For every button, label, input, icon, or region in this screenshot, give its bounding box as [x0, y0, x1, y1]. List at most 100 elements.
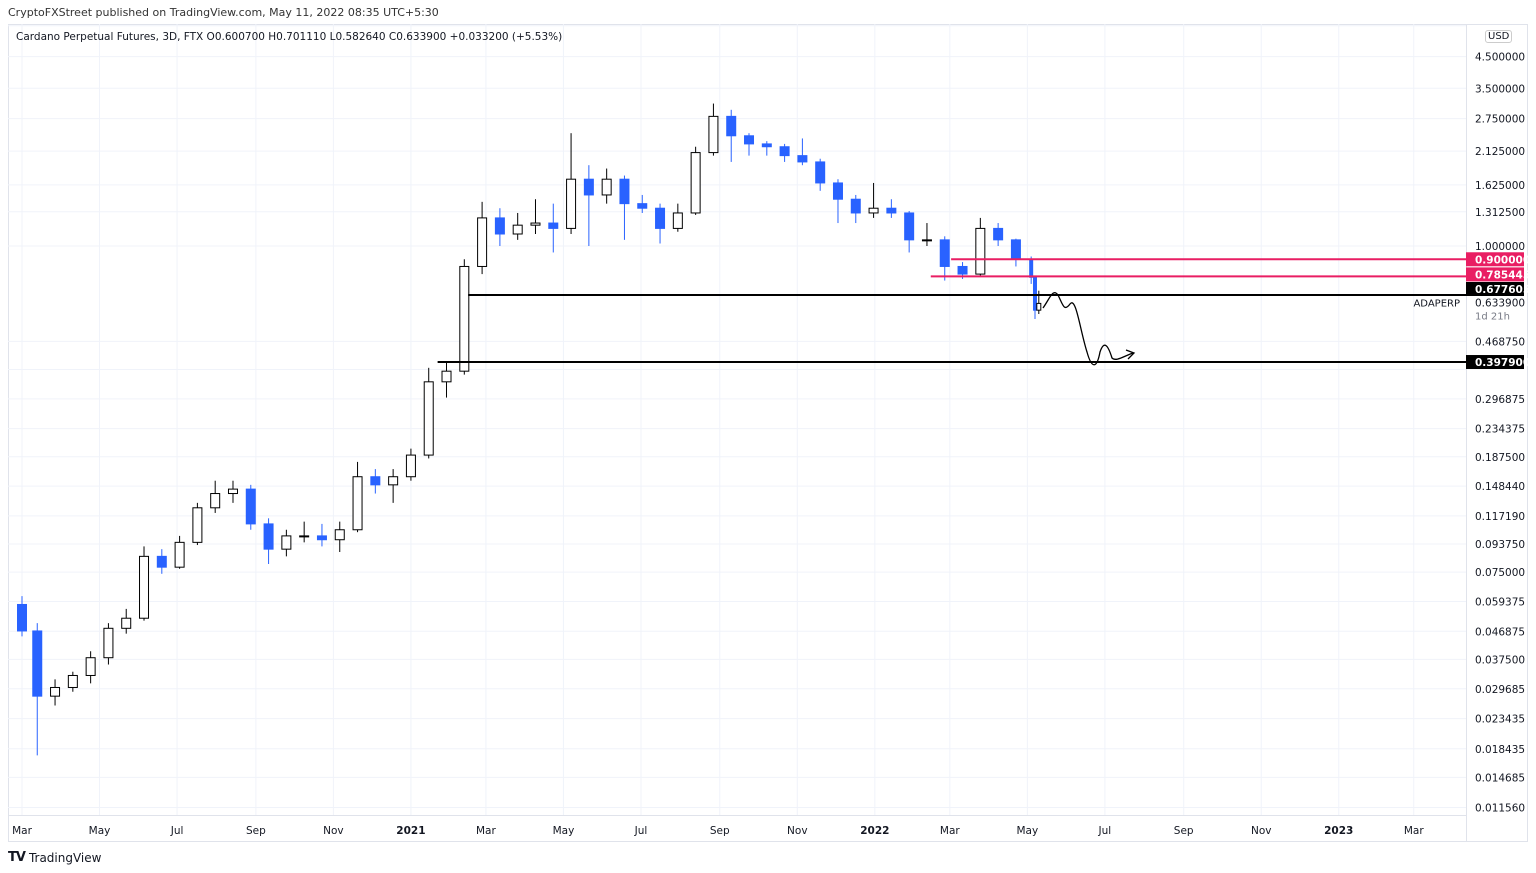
- candle-body: [637, 203, 648, 209]
- candle: [797, 138, 808, 166]
- candle: [815, 158, 826, 191]
- candle: [494, 208, 505, 246]
- level-price-label-bg: [1466, 267, 1524, 282]
- candle: [17, 596, 27, 637]
- tradingview-logo-icon: TV: [8, 850, 26, 865]
- candle: [601, 168, 612, 204]
- candle-body: [494, 217, 505, 235]
- candle-body: [726, 115, 737, 137]
- candle: [744, 133, 755, 156]
- x-tick-label: Jul: [170, 825, 184, 837]
- candle: [566, 133, 577, 235]
- candle: [921, 223, 932, 246]
- publisher-line: CryptoFXStreet published on TradingView.…: [8, 6, 439, 19]
- y-tick-label: 2.125000: [1475, 146, 1525, 158]
- candle-body: [210, 493, 221, 509]
- x-tick-label: 2021: [396, 825, 425, 837]
- y-tick-label: 0.093750: [1475, 539, 1525, 551]
- candle-body: [423, 381, 434, 456]
- candles: [17, 103, 1042, 756]
- candle-body: [868, 207, 879, 214]
- candle: [121, 608, 132, 634]
- x-tick-label: Nov: [323, 825, 344, 837]
- currency-badge[interactable]: USD: [1485, 30, 1513, 43]
- price-axis-border: [1466, 24, 1467, 842]
- candle-body: [50, 686, 61, 697]
- level-price-label: 0.900000: [1475, 254, 1530, 266]
- x-tick-label: May: [89, 825, 111, 837]
- candle-body: [174, 541, 185, 568]
- symbol-legend: Cardano Perpetual Futures, 3D, FTX O0.60…: [16, 31, 563, 43]
- candle: [530, 199, 541, 235]
- level-price-label-bg: [1466, 355, 1524, 370]
- projection-path: [1042, 292, 1134, 366]
- y-tick-label: 0.075000: [1475, 567, 1525, 579]
- x-tick-label: Jul: [1098, 825, 1112, 837]
- candle: [405, 448, 416, 481]
- candle-body: [512, 224, 523, 235]
- last-price-label: 0.633900: [1475, 297, 1525, 309]
- candle-body: [744, 135, 755, 145]
- candle: [423, 367, 434, 459]
- candle-body: [566, 178, 577, 229]
- chart-frame: [8, 24, 1528, 842]
- candle-body: [281, 535, 292, 550]
- candle-body: [548, 222, 559, 229]
- candle: [939, 236, 950, 281]
- candle-body: [832, 182, 843, 200]
- candle: [227, 480, 238, 503]
- candle: [655, 203, 666, 244]
- level-price-label: 0.397900: [1475, 357, 1530, 369]
- y-tick-label: 0.046875: [1475, 626, 1525, 638]
- level-price-label-bg: [1466, 252, 1524, 267]
- y-tick-label: 1.312500: [1475, 207, 1525, 219]
- x-tick-label: May: [553, 825, 575, 837]
- candle: [139, 546, 150, 621]
- candle: [192, 502, 203, 546]
- candle-body: [904, 212, 915, 241]
- candle: [316, 523, 327, 547]
- candle: [832, 179, 843, 224]
- candle-body: [299, 535, 310, 538]
- candle: [299, 521, 310, 543]
- x-tick-label: Sep: [246, 825, 266, 837]
- candle-body: [32, 630, 43, 697]
- candle-body: [1029, 258, 1034, 278]
- y-tick-label: 0.037500: [1475, 654, 1525, 666]
- x-tick-label: Nov: [787, 825, 808, 837]
- time-axis: Mar May Jul Sep Nov 2021 Mar May Jul Sep Nov 2022 Ma…: [12, 825, 1424, 837]
- candle-body: [921, 239, 932, 242]
- candle: [690, 146, 701, 215]
- candle: [512, 212, 523, 240]
- x-tick-label: 2023: [1324, 825, 1353, 837]
- candle: [174, 535, 185, 569]
- candle: [761, 141, 772, 156]
- candle: [85, 651, 96, 684]
- candle-body: [672, 212, 683, 229]
- y-tick-label: 1.625000: [1475, 180, 1525, 192]
- y-tick-label: 0.023435: [1475, 714, 1525, 726]
- candle-body: [67, 674, 78, 688]
- candle-body: [957, 265, 968, 275]
- projection-arrow-head: [1125, 349, 1136, 360]
- candle-body: [993, 227, 1004, 241]
- y-tick-label: 0.234375: [1475, 424, 1525, 436]
- level-price-label: 0.677605: [1475, 284, 1530, 296]
- candle: [210, 480, 221, 513]
- candle-body: [797, 155, 808, 163]
- candle: [370, 469, 381, 494]
- candle-body: [779, 146, 790, 157]
- y-tick-label: 0.148440: [1475, 481, 1525, 493]
- x-tick-label: Mar: [476, 825, 496, 837]
- candle: [619, 175, 630, 240]
- candle-body: [245, 488, 256, 525]
- y-tick-label: 0.018435: [1475, 744, 1525, 756]
- level-lines: [437, 258, 1466, 364]
- candle-body: [601, 178, 612, 196]
- candle-body: [761, 143, 772, 148]
- candle: [263, 518, 274, 564]
- candle-body: [530, 222, 541, 226]
- candle: [1029, 256, 1034, 284]
- candle: [477, 201, 488, 275]
